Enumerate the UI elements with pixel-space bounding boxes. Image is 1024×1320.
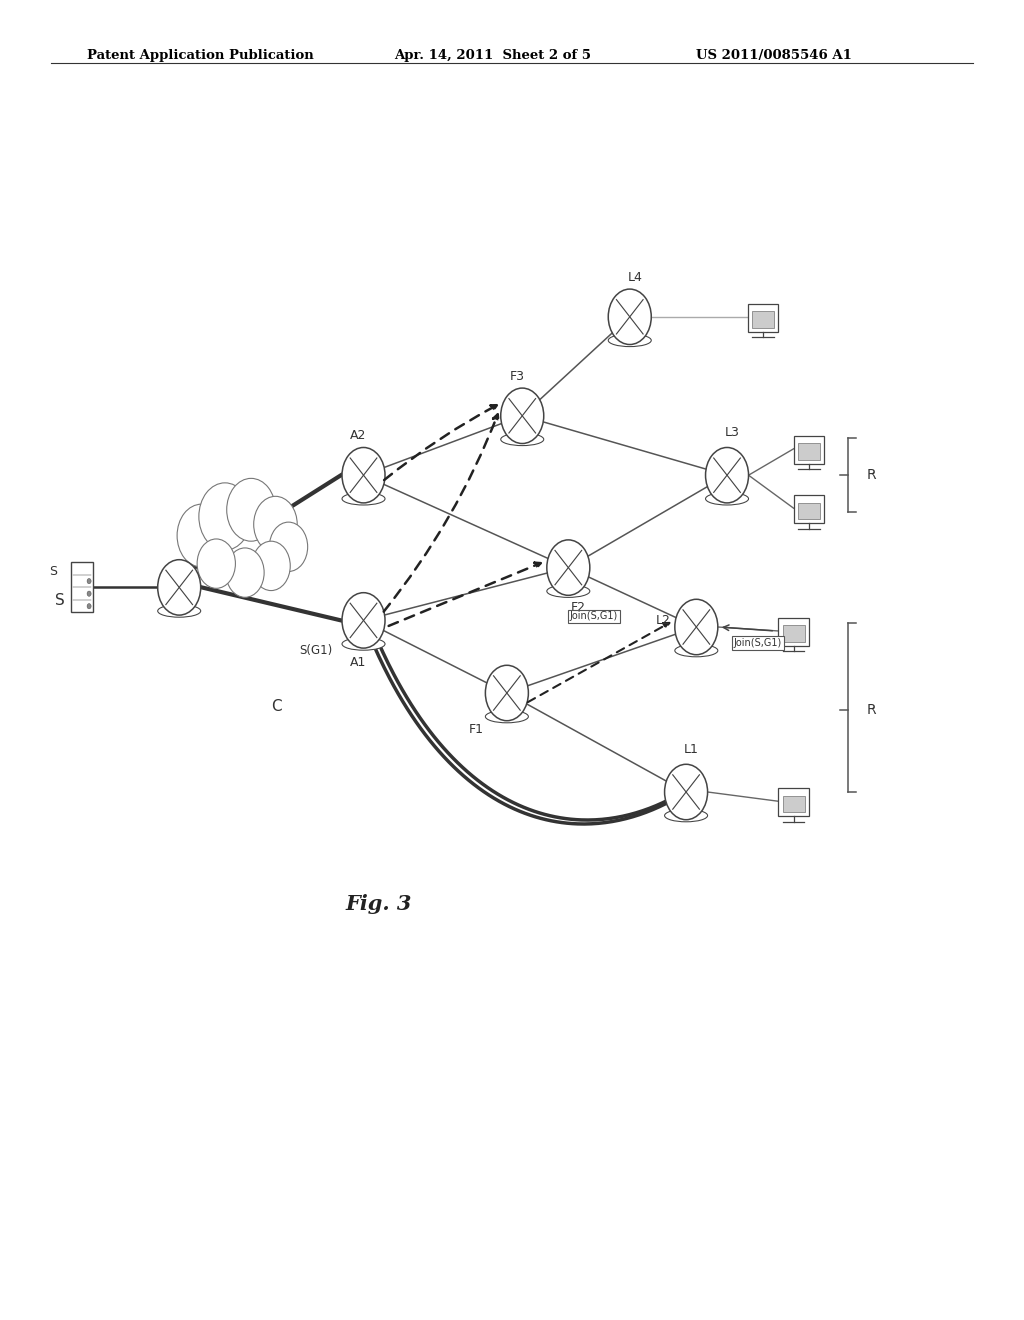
Text: F1: F1	[469, 723, 483, 737]
Circle shape	[675, 599, 718, 655]
Circle shape	[199, 483, 251, 550]
Circle shape	[269, 523, 307, 572]
Text: C: C	[271, 698, 282, 714]
FancyBboxPatch shape	[778, 788, 809, 816]
Text: Patent Application Publication: Patent Application Publication	[87, 49, 313, 62]
Ellipse shape	[608, 334, 651, 347]
Circle shape	[608, 289, 651, 345]
Text: Join(S,G1): Join(S,G1)	[569, 611, 618, 622]
Ellipse shape	[706, 492, 749, 506]
Ellipse shape	[342, 492, 385, 506]
Circle shape	[547, 540, 590, 595]
Ellipse shape	[665, 809, 708, 822]
Text: A2: A2	[350, 429, 367, 442]
FancyBboxPatch shape	[794, 495, 824, 523]
Text: L1: L1	[684, 743, 698, 756]
Text: S: S	[49, 565, 57, 578]
FancyBboxPatch shape	[782, 626, 805, 642]
FancyBboxPatch shape	[798, 444, 820, 459]
Text: Join(S,G1): Join(S,G1)	[733, 638, 782, 648]
Ellipse shape	[675, 644, 718, 657]
Text: L3: L3	[725, 426, 739, 440]
Circle shape	[87, 578, 91, 583]
Text: Apr. 14, 2011  Sheet 2 of 5: Apr. 14, 2011 Sheet 2 of 5	[394, 49, 591, 62]
Text: S: S	[54, 593, 65, 609]
Circle shape	[254, 496, 297, 552]
Text: R: R	[866, 469, 876, 482]
Text: R: R	[866, 704, 876, 717]
Text: US 2011/0085546 A1: US 2011/0085546 A1	[696, 49, 852, 62]
Text: Fig. 3: Fig. 3	[346, 894, 412, 915]
Ellipse shape	[342, 638, 385, 651]
Ellipse shape	[158, 605, 201, 618]
Circle shape	[197, 539, 236, 589]
Ellipse shape	[485, 710, 528, 723]
Ellipse shape	[547, 585, 590, 598]
Circle shape	[226, 548, 264, 598]
Circle shape	[342, 593, 385, 648]
Text: S(G1): S(G1)	[299, 644, 332, 657]
Circle shape	[87, 603, 91, 609]
Circle shape	[706, 447, 749, 503]
FancyBboxPatch shape	[71, 562, 93, 612]
Circle shape	[87, 591, 91, 597]
Text: F3: F3	[510, 370, 524, 383]
FancyBboxPatch shape	[778, 618, 809, 645]
Text: F2: F2	[571, 601, 586, 614]
FancyBboxPatch shape	[794, 436, 824, 463]
Circle shape	[177, 504, 226, 568]
FancyBboxPatch shape	[782, 796, 805, 812]
Circle shape	[252, 541, 290, 590]
Circle shape	[501, 388, 544, 444]
Text: A1: A1	[350, 656, 367, 669]
Circle shape	[226, 478, 275, 541]
Circle shape	[485, 665, 528, 721]
Text: L4: L4	[628, 271, 642, 284]
Circle shape	[665, 764, 708, 820]
Text: L2: L2	[656, 614, 671, 627]
Ellipse shape	[501, 433, 544, 446]
Circle shape	[158, 560, 201, 615]
FancyBboxPatch shape	[798, 503, 820, 519]
FancyBboxPatch shape	[752, 312, 774, 327]
Circle shape	[342, 447, 385, 503]
FancyBboxPatch shape	[748, 304, 778, 331]
